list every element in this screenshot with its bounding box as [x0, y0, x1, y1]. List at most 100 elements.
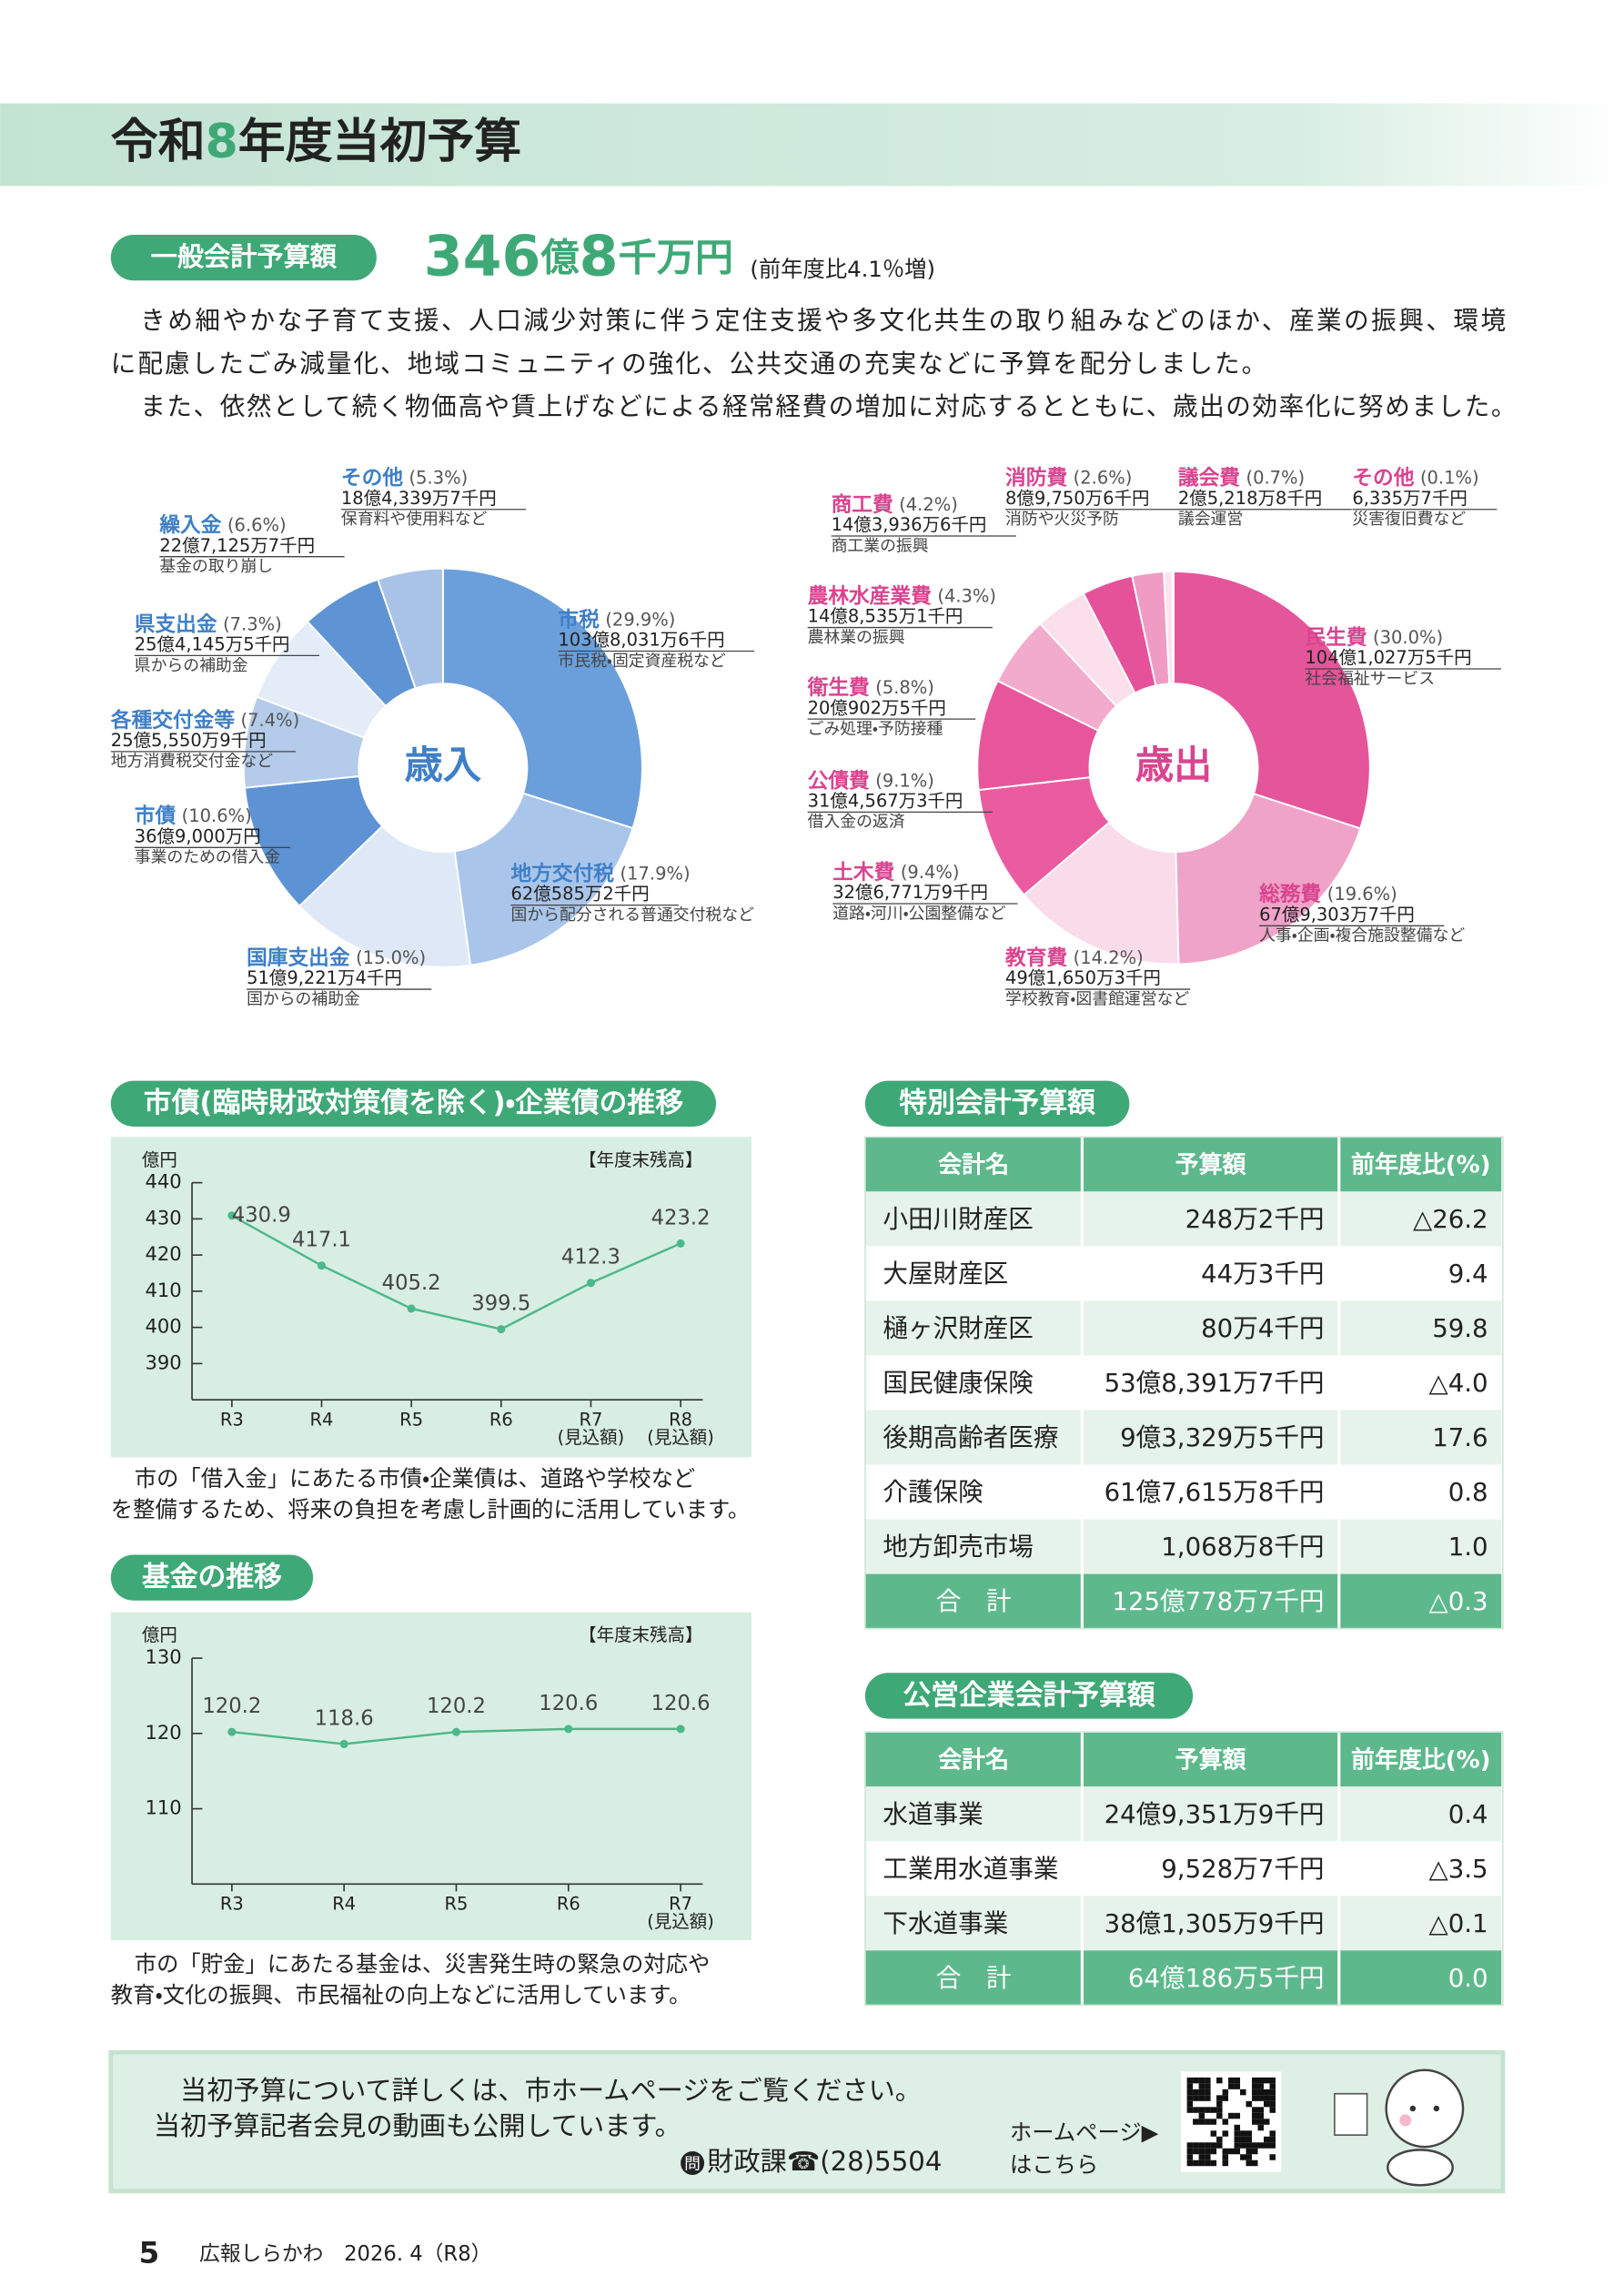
- qr-cell: [1216, 2112, 1223, 2119]
- table-row: [864, 1519, 1503, 1574]
- table-row: [864, 1191, 1503, 1247]
- qr-cell: [1205, 2119, 1211, 2125]
- slice-note: 議会運営: [1178, 510, 1243, 529]
- qr-cell: [1198, 2148, 1205, 2155]
- table-cell: 前年度比(%): [1351, 1745, 1491, 1774]
- qr-cell: [1228, 2148, 1235, 2155]
- qr-cell: [1234, 2130, 1241, 2137]
- table-row: [864, 1786, 1503, 1842]
- qr-cell: [1234, 2112, 1241, 2119]
- slice-amount: 14億3,936万6千円: [832, 514, 987, 535]
- qr-cell: [1269, 2107, 1276, 2113]
- qr-cell: [1269, 2100, 1276, 2108]
- data-label: 120.2: [202, 1694, 261, 1718]
- slice-percent: (30.0%): [1373, 626, 1443, 647]
- slice-name: 商工費: [832, 492, 893, 516]
- table-cell: 9億3,329万5千円: [1120, 1422, 1324, 1452]
- qr-cell: [1263, 2142, 1270, 2149]
- slice-amount: 32億6,771万9千円: [832, 882, 988, 903]
- data-label: 405.2: [382, 1271, 441, 1295]
- slice-percent: (6.6%): [227, 514, 287, 535]
- qr-cell: [1263, 2077, 1270, 2084]
- table-header: [864, 1732, 1503, 1787]
- chart-panel: [110, 1137, 751, 1458]
- data-label: 417.1: [292, 1229, 351, 1252]
- line-point: [227, 1211, 237, 1220]
- slice-name: 教育費: [1004, 946, 1067, 970]
- slice-amount: 18億4,339万7千円: [341, 488, 497, 509]
- data-label: 423.2: [651, 1206, 711, 1229]
- qr-pattern: [1186, 2077, 1276, 2167]
- x-tick-label: R6: [489, 1409, 513, 1430]
- slice-amount: 25億4,145万5千円: [135, 634, 290, 655]
- qr-cell: [1257, 2119, 1264, 2125]
- slice-name: 市税: [558, 607, 600, 632]
- data-label: 430.9: [232, 1203, 291, 1227]
- slice-label: 商工費 (4.2%): [832, 492, 958, 516]
- unit-label: 億円: [142, 1149, 177, 1170]
- qr-cell: [1252, 2083, 1258, 2089]
- link-text: ホームページ▶: [1010, 2119, 1159, 2146]
- slice-note: 保育料や使用料など: [341, 510, 488, 529]
- info-line: 当初予算記者会見の動画も公開しています。: [154, 2110, 681, 2141]
- table-border: [864, 1136, 1504, 1630]
- qr-cell: [1228, 2112, 1235, 2119]
- contact-icon-bg: [681, 2150, 705, 2175]
- x-tick-label: R5: [399, 1409, 423, 1430]
- qr-cell: [1252, 2089, 1258, 2096]
- table-total: [864, 1573, 1503, 1629]
- amount-part: 8: [580, 224, 619, 289]
- slice-percent: (7.3%): [223, 613, 282, 634]
- qr-cell: [1257, 2077, 1264, 2084]
- pie-center-title: 歳出: [1135, 743, 1212, 787]
- slice-note: 借入金の返済: [808, 813, 905, 832]
- line-point: [564, 1725, 573, 1734]
- link-text: はこちら: [1010, 2151, 1098, 2178]
- qr-cell: [1198, 2142, 1205, 2149]
- slice-amount: 36億9,000万円: [135, 825, 261, 846]
- qr-cell: [1269, 2154, 1276, 2160]
- title-part: 年度当初予算: [238, 115, 521, 169]
- table-row: [864, 1896, 1503, 1951]
- qr-cell: [1205, 2159, 1211, 2167]
- pie-slice: [441, 567, 643, 830]
- qr-cell: [1257, 2083, 1264, 2089]
- x-tick-label: R5: [445, 1894, 469, 1915]
- table-cell: 1,068万8千円: [1161, 1532, 1324, 1562]
- table-cell: 0.8: [1448, 1477, 1488, 1507]
- qr-cell: [1193, 2077, 1199, 2084]
- slice-percent: (15.0%): [356, 947, 426, 968]
- slice-percent: (7.4%): [241, 709, 300, 730]
- qr-cell: [1252, 2142, 1258, 2149]
- slice-note: 国からの補助金: [247, 989, 360, 1008]
- line-point: [407, 1304, 416, 1313]
- line-point: [339, 1739, 348, 1748]
- section-title: 公営企業会計予算額: [903, 1679, 1155, 1712]
- qr-cell: [1240, 2154, 1246, 2160]
- qr-cell: [1257, 2095, 1264, 2101]
- slice-name: 衛生費: [807, 675, 870, 700]
- table-cell: 59.8: [1432, 1313, 1488, 1343]
- table-cell: 合 計: [936, 1586, 1012, 1616]
- slice-label: 地方交付税 (17.9%): [511, 861, 691, 885]
- qr-cell: [1205, 2077, 1211, 2084]
- qr-cell: [1269, 2095, 1276, 2101]
- qr-cell: [1198, 2107, 1205, 2113]
- x-tick-label: R6: [557, 1894, 580, 1915]
- line-point: [317, 1261, 327, 1270]
- qr-cell: [1240, 2136, 1246, 2143]
- table-cell: 下水道事業: [883, 1908, 1008, 1938]
- qr-cell: [1257, 2112, 1264, 2119]
- table-cell: 小田川財産区: [883, 1204, 1033, 1234]
- slice-amount: 8億9,750万6千円: [1005, 488, 1149, 509]
- table-cell: △4.0: [1429, 1368, 1488, 1398]
- qr-cell: [1246, 2130, 1253, 2137]
- section-title: 特別会計予算額: [899, 1087, 1095, 1119]
- slice-note: 基金の取り崩し: [159, 557, 273, 576]
- mascot-head: [1385, 2068, 1465, 2149]
- slice-label: 教育費 (14.2%): [1004, 946, 1144, 970]
- qr-cell: [1269, 2083, 1276, 2089]
- qr-cell: [1222, 2095, 1229, 2101]
- table-cell: 合 計: [936, 1963, 1012, 1993]
